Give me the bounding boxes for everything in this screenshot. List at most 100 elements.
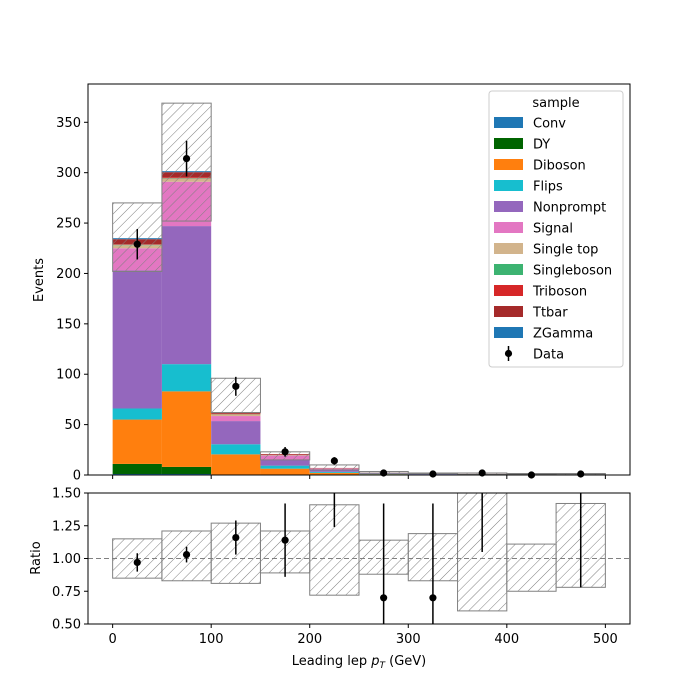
main-y-axis-label: Events (32, 258, 47, 302)
legend-swatch-zgamma (494, 327, 523, 338)
ratio-panel: 0.50 0.75 1.00 1.25 1.50 0 100 200 300 400 500 Ra… (29, 487, 631, 671)
main-ytick-label: 300 (56, 166, 81, 181)
bar-diboson-bin-1 (161, 391, 212, 467)
legend-swatch-single-top (494, 243, 523, 254)
main-ytick-label: 200 (56, 267, 81, 282)
legend-label-signal: Signal (533, 222, 573, 237)
legend-label-data: Data (533, 348, 564, 363)
bar-diboson-bin-4 (309, 472, 359, 475)
legend: sample Conv DY Diboson Flips Nonprompt Signal… (488, 90, 624, 368)
legend-swatch-singleboson (494, 264, 523, 275)
bar-flips-bin-2 (211, 444, 261, 455)
bar-conv-bin-0 (112, 473, 162, 475)
legend-label-single-top: Single top (533, 243, 598, 258)
legend-swatch-dy (494, 138, 523, 149)
bar-flips-bin-4 (309, 471, 359, 473)
legend-label-diboson: Diboson (533, 159, 586, 174)
legend-swatch-flips (494, 180, 523, 191)
main-ytick-label: 0 (73, 469, 81, 484)
data-point-7 (478, 469, 486, 477)
bar-single-top-bin-2 (211, 414, 261, 417)
legend-swatch-signal (494, 222, 523, 233)
main-ytick-label: 150 (56, 317, 81, 332)
bar-nonprompt-bin-1 (161, 226, 212, 365)
data-point-1 (182, 154, 191, 163)
legend-label-flips: Flips (533, 180, 563, 195)
main-ytick-label: 350 (56, 116, 81, 131)
ratio-xtick-label: 0 (108, 632, 116, 647)
ratio-xtick-label: 300 (396, 632, 421, 647)
legend-label-conv: Conv (533, 117, 566, 132)
ratio-ytick-label: 0.50 (52, 618, 81, 633)
main-ytick-label: 250 (56, 217, 81, 232)
bar-flips-bin-0 (112, 408, 162, 420)
data-point-4 (330, 457, 338, 465)
ratio-data-points (133, 493, 582, 624)
bar-triboson-bin-2 (211, 413, 261, 415)
ratio-x-axis: 0 100 200 300 400 500 (108, 624, 618, 647)
ratio-point-1 (182, 550, 191, 559)
bar-diboson-bin-3 (260, 468, 310, 475)
legend-data-marker (504, 349, 513, 358)
legend-label-zgamma: ZGamma (533, 327, 593, 342)
x-axis-label-main: Leading lep (292, 654, 371, 669)
main-x-axis (112, 475, 606, 479)
ratio-ytick-label: 1.00 (52, 552, 81, 567)
main-axes-frame (87, 83, 631, 476)
x-axis-label-subscript: T (379, 661, 386, 671)
bar-dy-bin-1 (161, 466, 212, 474)
legend-label-nonprompt: Nonprompt (533, 201, 606, 216)
legend-label-ttbar: Ttbar (532, 306, 568, 321)
ratio-point-2 (232, 533, 240, 542)
legend-label-dy: DY (533, 138, 550, 153)
legend-items: Conv DY Diboson Flips Nonprompt Signal Single … (494, 117, 612, 363)
ratio-xtick-label: 100 (199, 632, 224, 647)
main-y-axis: 0 50 100 150 200 250 300 350 (56, 116, 88, 484)
legend-swatch-nonprompt (494, 201, 523, 212)
ratio-y-axis-label: Ratio (29, 541, 44, 574)
ratio-point-5 (380, 594, 388, 602)
legend-title: sample (532, 96, 579, 111)
data-point-0 (133, 240, 141, 248)
bar-nonprompt-bin-4 (309, 469, 359, 472)
data-point-5 (380, 469, 388, 477)
ratio-ytick-label: 0.75 (52, 585, 81, 600)
legend-swatch-triboson (494, 285, 523, 296)
data-point-6 (429, 470, 437, 478)
legend-swatch-ttbar (494, 306, 523, 317)
legend-swatch-conv (494, 117, 523, 128)
ratio-uncertainty-bin-8 (506, 543, 557, 592)
bar-nonprompt-bin-0 (112, 270, 162, 409)
bar-signal-bin-2 (211, 416, 261, 422)
bar-flips-bin-1 (161, 364, 212, 392)
ratio-ytick-label: 1.50 (52, 487, 81, 502)
ratio-xtick-label: 200 (297, 632, 322, 647)
ratio-y-axis: 0.50 0.75 1.00 1.25 1.50 (52, 487, 88, 633)
uncertainty-bin-4 (309, 464, 360, 471)
bar-diboson-bin-2 (211, 454, 261, 475)
x-axis-label-symbol: p (370, 654, 379, 669)
legend-label-singleboson: Singleboson (533, 264, 612, 279)
data-point-3 (281, 448, 289, 456)
ratio-point-0 (133, 558, 141, 567)
legend-label-triboson: Triboson (532, 285, 587, 300)
bar-flips-bin-3 (260, 465, 310, 469)
ratio-point-6 (429, 594, 437, 602)
ratio-ytick-label: 1.25 (52, 519, 81, 534)
legend-swatch-diboson (494, 159, 523, 170)
main-ytick-label: 100 (56, 368, 81, 383)
main-panel: 0 50 100 150 200 250 300 350 Events sample Conv… (32, 83, 631, 484)
ratio-xtick-label: 400 (494, 632, 519, 647)
bar-dy-bin-0 (112, 463, 162, 474)
x-axis-label: Leading lep pT (GeV) (292, 654, 426, 671)
data-point-2 (232, 382, 240, 390)
ratio-xtick-label: 500 (593, 632, 618, 647)
bar-nonprompt-bin-2 (211, 421, 261, 445)
bar-nonprompt-bin-3 (260, 459, 310, 466)
bar-diboson-bin-0 (112, 419, 162, 464)
ratio-point-3 (281, 536, 289, 544)
bar-conv-bin-1 (161, 473, 212, 475)
main-ytick-label: 50 (64, 418, 81, 433)
data-point-9 (577, 470, 585, 478)
